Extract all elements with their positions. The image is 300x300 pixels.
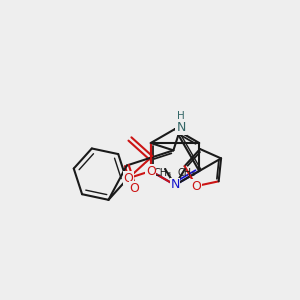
Text: CH₃: CH₃ (178, 168, 196, 178)
Text: H: H (177, 111, 185, 122)
Text: N: N (170, 178, 180, 191)
Text: O: O (129, 182, 139, 195)
Text: O: O (146, 164, 156, 178)
Text: N: N (176, 121, 186, 134)
Text: O: O (191, 180, 201, 193)
Text: CH₃: CH₃ (154, 168, 172, 178)
Text: O: O (123, 172, 133, 185)
